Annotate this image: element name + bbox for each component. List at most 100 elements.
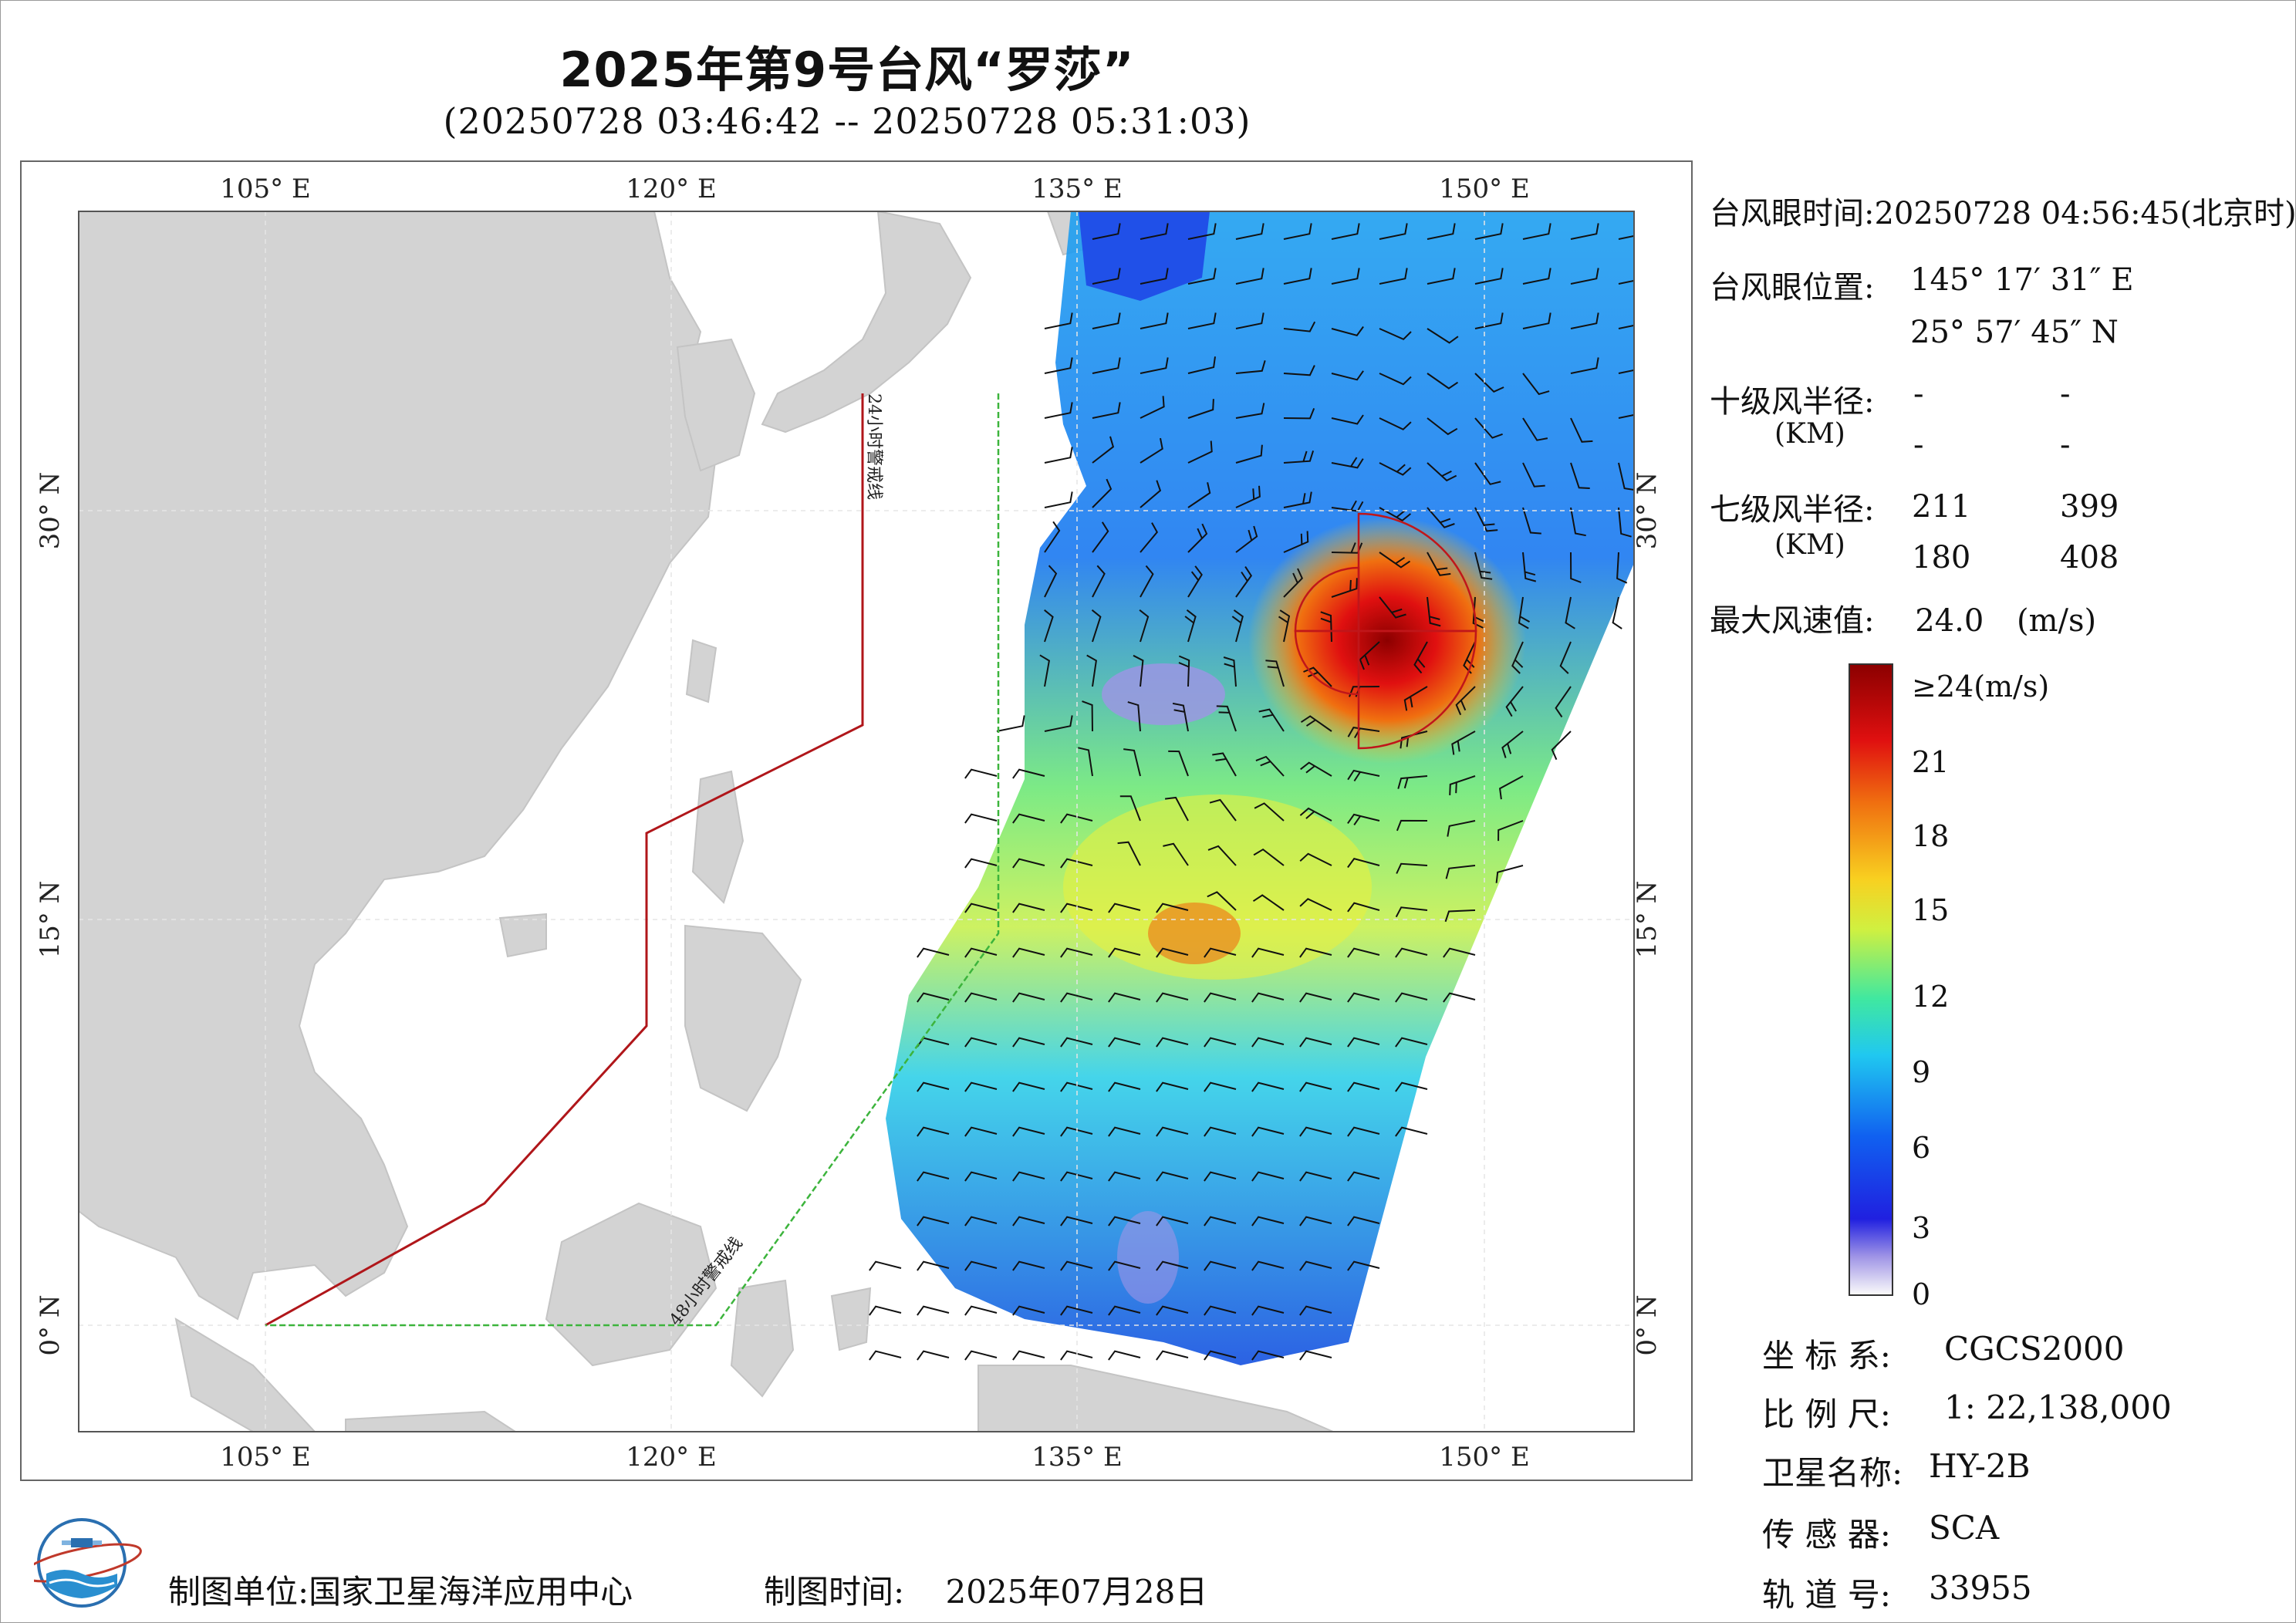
wind-barb bbox=[1251, 1126, 1285, 1137]
wind-barb bbox=[1427, 552, 1451, 576]
sumatra-island bbox=[174, 1317, 316, 1432]
wind-barb bbox=[964, 1216, 998, 1227]
wind-barb bbox=[1156, 1081, 1189, 1092]
wind-barb bbox=[1474, 462, 1501, 485]
longitude-labels-top: 105° E 120° E 135° E 150° E bbox=[220, 174, 1530, 204]
wind-barb bbox=[1060, 1081, 1093, 1092]
wind-barb bbox=[1231, 609, 1244, 643]
wind-barb bbox=[1379, 328, 1412, 340]
wind-barb bbox=[1108, 992, 1141, 1003]
wind-barb bbox=[1612, 596, 1622, 629]
colorbar-tick-21: 21 bbox=[1912, 745, 1950, 779]
wind-barb bbox=[1565, 596, 1575, 629]
wind-barb bbox=[1060, 1350, 1093, 1361]
wind-barb bbox=[1427, 507, 1455, 528]
svg-text:135° E: 135° E bbox=[1032, 1442, 1123, 1473]
wind-barb bbox=[964, 858, 998, 869]
max-wind-row: 最大风速值: 24.0 (m/s) bbox=[1710, 596, 2096, 640]
wind-barb bbox=[1187, 312, 1217, 329]
footer-time-row: 制图时间: 2025年07月28日 bbox=[764, 1566, 1207, 1613]
wind-barb bbox=[1187, 268, 1217, 285]
wind-barb bbox=[964, 1126, 998, 1137]
wind-barb bbox=[964, 1171, 998, 1182]
wind-barb bbox=[1216, 705, 1237, 732]
wind-barb bbox=[1156, 1037, 1189, 1048]
satellite-label: 卫星名称: bbox=[1762, 1454, 1903, 1492]
eye-latitude: 25° 57′ 45″ N bbox=[1910, 315, 2119, 350]
wind-barb bbox=[1044, 491, 1073, 508]
wind-barb bbox=[1168, 750, 1189, 777]
wind-barb bbox=[1258, 708, 1285, 732]
wind-barb bbox=[1395, 1037, 1428, 1048]
wind-barb bbox=[1427, 268, 1456, 285]
eye-time-value: 20250728 04:56:45(北京时) bbox=[1874, 196, 2296, 231]
hainan-island bbox=[498, 913, 547, 958]
wind-barb bbox=[1187, 482, 1211, 508]
wind-barb bbox=[1060, 1305, 1093, 1316]
colorbar-tick-3: 3 bbox=[1912, 1211, 1931, 1245]
r10-unit: (KM) bbox=[1774, 418, 1845, 450]
wind-barb bbox=[1156, 992, 1189, 1003]
japan-main-islands bbox=[761, 211, 972, 434]
r10-value-sw: - bbox=[1913, 427, 1924, 463]
wind-barb bbox=[1060, 1216, 1093, 1227]
r7-label: 七级风半径: bbox=[1710, 492, 1875, 528]
wind-barb bbox=[1522, 417, 1548, 441]
wind-barb bbox=[1251, 1350, 1285, 1361]
high-wind-patch bbox=[1148, 903, 1241, 964]
wind-barb bbox=[1299, 1081, 1332, 1092]
wind-barb bbox=[1379, 552, 1411, 569]
wind-barb bbox=[1511, 641, 1524, 674]
wind-barb bbox=[1331, 370, 1364, 381]
wind-barb bbox=[1108, 1171, 1141, 1182]
wind-barb bbox=[1347, 1037, 1380, 1048]
wind-barb bbox=[1347, 1081, 1380, 1092]
wind-barb bbox=[1092, 521, 1109, 553]
eye-position-label: 台风眼位置: bbox=[1710, 270, 1875, 305]
wind-barb bbox=[1092, 478, 1113, 508]
svg-text:105° E: 105° E bbox=[220, 174, 311, 204]
wind-barb bbox=[1255, 755, 1285, 777]
wind-barb bbox=[1235, 223, 1264, 240]
wind-barb bbox=[1044, 521, 1061, 553]
wind-barb bbox=[1570, 312, 1599, 329]
wind-barb bbox=[1347, 947, 1380, 958]
wind-barb bbox=[1108, 1126, 1141, 1137]
wind-barb bbox=[1140, 565, 1154, 598]
footer-time-label: 制图时间: bbox=[764, 1573, 905, 1611]
svg-text:105° E: 105° E bbox=[220, 1442, 311, 1473]
wind-barb bbox=[1522, 552, 1537, 582]
wind-barb bbox=[1060, 992, 1093, 1003]
footer-time-value: 2025年07月28日 bbox=[945, 1573, 1208, 1611]
wind-barb bbox=[1283, 268, 1312, 285]
wind-barb bbox=[1395, 1126, 1428, 1137]
wind-barb bbox=[1235, 312, 1264, 329]
wind-barb bbox=[1204, 1305, 1237, 1316]
r7-value-ne: 211 bbox=[1912, 489, 1971, 525]
colorbar-tick-6: 6 bbox=[1912, 1131, 1931, 1165]
warning-label-24h: 24小时警戒线 bbox=[864, 393, 883, 500]
wind-barb bbox=[1164, 796, 1189, 822]
wind-barb bbox=[1618, 279, 1634, 285]
wind-barb bbox=[1140, 522, 1159, 553]
wind-barb bbox=[1108, 1081, 1141, 1092]
wind-barb bbox=[1178, 655, 1190, 687]
wind-barb bbox=[1522, 507, 1541, 535]
wind-barb bbox=[1379, 223, 1408, 240]
wind-barb bbox=[1347, 1260, 1380, 1271]
warning-line-24h bbox=[265, 393, 864, 1327]
wind-barb bbox=[1039, 654, 1051, 687]
high-wind-band bbox=[1063, 795, 1372, 980]
wind-barb bbox=[1251, 1171, 1285, 1182]
wind-barb bbox=[1331, 223, 1360, 240]
wind-barb bbox=[1451, 731, 1476, 755]
wind-barb bbox=[1395, 947, 1428, 958]
wind-barb bbox=[1235, 566, 1253, 598]
wind-barb bbox=[1012, 768, 1045, 779]
wind-barb bbox=[1427, 373, 1459, 390]
wind-barb bbox=[1060, 947, 1093, 958]
wind-barb bbox=[1347, 1171, 1380, 1182]
wind-barb bbox=[1618, 235, 1634, 240]
wind-barb bbox=[1251, 1216, 1285, 1227]
wind-barb bbox=[1235, 485, 1261, 508]
